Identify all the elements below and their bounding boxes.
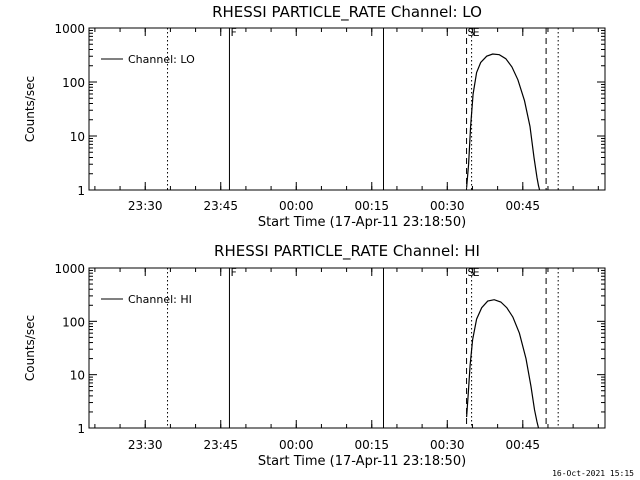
- chart-title: RHESSI PARTICLE_RATE Channel: LO: [212, 3, 482, 22]
- legend-label: Channel: LO: [128, 53, 195, 66]
- chart-panel-lo: RHESSI PARTICLE_RATE Channel: LO 1 10 100 10…: [23, 3, 606, 230]
- x-tick-label: 23:30: [128, 199, 163, 213]
- plot-frame: [88, 267, 606, 429]
- event-marker-label: S: [468, 266, 475, 279]
- y-tick-label: 1000: [54, 262, 85, 276]
- chart-panel-hi: RHESSI PARTICLE_RATE Channel: HI 1 10 100 10…: [23, 242, 606, 469]
- x-tick-label: 00:45: [505, 438, 540, 452]
- y-tick-label: 100: [62, 76, 85, 90]
- y-tick-label: 100: [62, 315, 85, 329]
- x-axis-label: Start Time (17-Apr-11 23:18:50): [258, 215, 466, 230]
- data-series-line: [466, 53, 541, 191]
- x-tick-label: 23:45: [203, 199, 238, 213]
- x-tick-label: 23:45: [203, 438, 238, 452]
- data-series-line: [466, 299, 540, 429]
- event-marker-label: E: [473, 266, 480, 279]
- y-tick-label: 1: [77, 184, 85, 198]
- x-tick-label: 00:00: [279, 438, 314, 452]
- y-axis-label: Counts/sec: [23, 315, 37, 381]
- x-tick-label: 00:30: [430, 438, 465, 452]
- x-tick-label: 00:15: [354, 199, 389, 213]
- y-tick-label: 1000: [54, 22, 85, 36]
- y-tick-label: 10: [70, 130, 85, 144]
- event-marker-label: F: [230, 266, 236, 279]
- y-tick-label: 10: [70, 369, 85, 383]
- x-axis-label: Start Time (17-Apr-11 23:18:50): [258, 454, 466, 469]
- legend-label: Channel: HI: [128, 293, 192, 306]
- event-marker-label: F: [230, 26, 236, 39]
- footer-timestamp: 16-Oct-2021 15:15: [552, 469, 634, 478]
- y-tick-label: 1: [77, 422, 85, 436]
- x-tick-label: 23:30: [128, 438, 163, 452]
- x-tick-label: 00:00: [279, 199, 314, 213]
- y-axis-label: Counts/sec: [23, 76, 37, 142]
- event-marker-label: S: [468, 26, 475, 39]
- x-tick-label: 00:45: [505, 199, 540, 213]
- event-marker-label: E: [473, 26, 480, 39]
- chart-title: RHESSI PARTICLE_RATE Channel: HI: [214, 242, 480, 261]
- x-tick-label: 00:30: [430, 199, 465, 213]
- x-tick-label: 00:15: [354, 438, 389, 452]
